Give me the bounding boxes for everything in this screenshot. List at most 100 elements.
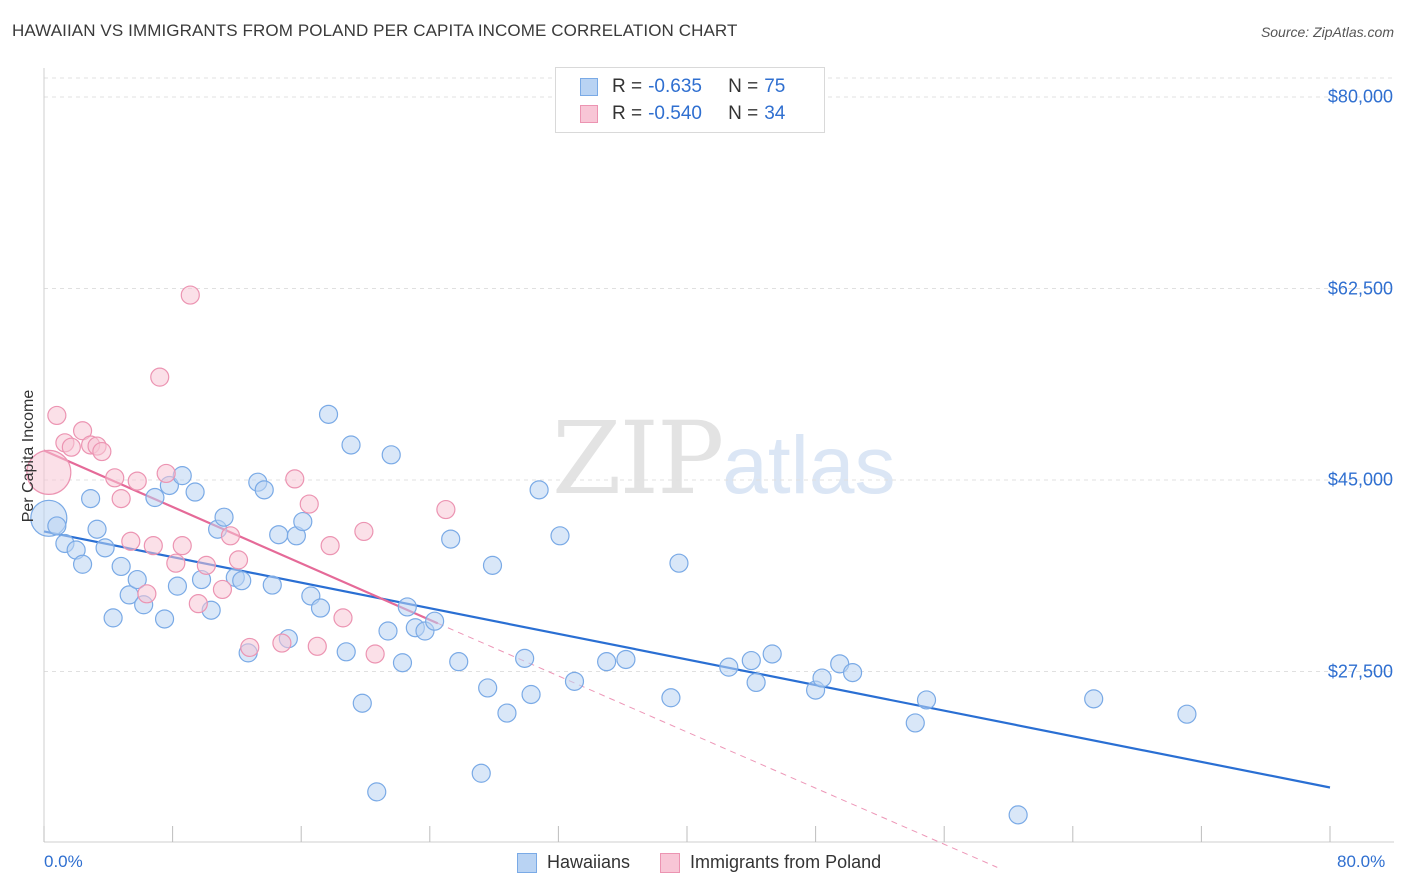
- poland-point: [26, 449, 72, 495]
- poland-point: [150, 367, 170, 387]
- hawaiian-point: [1084, 689, 1104, 709]
- watermark: ZIPatlas: [552, 400, 896, 517]
- poland-point: [228, 550, 249, 570]
- hawaiian-point: [669, 553, 689, 573]
- blue-swatch-icon: [580, 78, 598, 96]
- hawaiian-point: [616, 649, 636, 670]
- poland-point: [220, 526, 241, 546]
- source-label: Source: ZipAtlas.com: [1260, 24, 1394, 40]
- y-tick-label: $45,000: [1327, 469, 1393, 490]
- hawaiian-point: [550, 526, 570, 546]
- pink-swatch-icon: [660, 852, 681, 873]
- hawaiian-point: [145, 487, 165, 508]
- hawaiian-point: [529, 480, 549, 500]
- poland-point: [212, 579, 233, 600]
- poland-point: [92, 441, 112, 462]
- hawaiian-point: [172, 466, 192, 486]
- hawaiian-point: [478, 678, 498, 698]
- legend-item-hawaiians[interactable]: Hawaiians: [517, 852, 630, 873]
- hawaiian-point: [425, 611, 445, 631]
- trendlines: [43, 449, 1331, 868]
- n-value: 75: [764, 76, 786, 97]
- hawaiian-point: [81, 489, 101, 509]
- legend-label: Immigrants from Poland: [690, 852, 882, 872]
- axes: [43, 68, 1394, 843]
- hawaiian-point: [916, 690, 937, 710]
- hawaiian-point: [341, 435, 361, 455]
- blue-swatch-icon: [517, 852, 537, 873]
- hawaiian-point: [905, 713, 925, 733]
- hawaiian-point: [597, 652, 617, 672]
- hawaiian-point: [812, 668, 832, 688]
- x-tick-label-min: 0.0%: [44, 852, 83, 871]
- poland-point: [166, 553, 186, 573]
- hawaiian-point: [214, 507, 234, 527]
- poland-point: [320, 536, 340, 556]
- hawaiian-point: [127, 569, 147, 590]
- hawaiian-point: [515, 648, 535, 668]
- r-value: -0.540: [648, 103, 702, 124]
- hawaiian-point: [762, 644, 782, 664]
- poland-point: [47, 405, 67, 426]
- y-tick-label: $80,000: [1327, 86, 1393, 107]
- legend-row-poland: R = -0.540 N = 34: [580, 101, 785, 127]
- poland-point: [196, 555, 216, 575]
- hawaiian-trendline: [43, 530, 1331, 789]
- hawaiian-point: [521, 684, 541, 705]
- poland-point: [285, 469, 305, 489]
- hawaiian-point: [842, 662, 863, 683]
- x-tick-label-max: 80.0%: [1337, 852, 1386, 871]
- hawaiian-point: [352, 693, 372, 713]
- r-value: -0.635: [648, 76, 702, 97]
- poland-point: [172, 536, 192, 556]
- poland-point: [111, 489, 131, 509]
- y-tick-label: $27,500: [1327, 661, 1393, 681]
- watermark-atlas: atlas: [722, 420, 896, 511]
- data-points: [26, 285, 1197, 825]
- hawaiian-point: [318, 404, 339, 424]
- series-legend: Hawaiians Immigrants from Poland: [517, 852, 911, 873]
- hawaiian-point: [392, 653, 413, 673]
- hawaiian-point: [449, 652, 469, 672]
- poland-point: [121, 531, 141, 551]
- legend-item-poland[interactable]: Immigrants from Poland: [660, 852, 881, 873]
- poland-point: [156, 463, 176, 484]
- hawaiian-point: [336, 642, 356, 662]
- poland-point: [354, 521, 374, 542]
- y-axis-label: Per Capita Income: [20, 389, 37, 523]
- hawaiian-point: [293, 511, 313, 532]
- poland-trendline: [43, 449, 439, 625]
- n-value: 34: [764, 103, 786, 124]
- hawaiian-point: [185, 482, 205, 502]
- chart-title: HAWAIIAN VS IMMIGRANTS FROM POLAND PER C…: [12, 21, 738, 40]
- poland-point: [143, 536, 163, 556]
- poland-point: [240, 637, 260, 658]
- hawaiian-point: [269, 525, 289, 545]
- y-tick-label: $62,500: [1327, 278, 1393, 298]
- hawaiian-point: [397, 597, 417, 617]
- poland-point: [105, 468, 125, 488]
- hawaiian-point: [471, 763, 491, 783]
- poland-point: [436, 499, 456, 520]
- hawaiian-point: [746, 672, 766, 693]
- poland-point: [127, 471, 147, 491]
- poland-point: [365, 644, 385, 664]
- poland-point: [188, 594, 208, 614]
- hawaiian-point: [254, 480, 274, 500]
- poland-point: [333, 608, 353, 628]
- hawaiian-point: [381, 445, 401, 465]
- poland-point: [299, 494, 319, 514]
- hawaiian-point: [95, 538, 115, 558]
- hawaiian-point: [1008, 805, 1028, 825]
- hawaiian-point: [741, 650, 761, 671]
- hawaiian-point: [482, 555, 503, 575]
- r-label: R =: [612, 103, 643, 124]
- hawaiian-point: [441, 529, 461, 549]
- hawaiian-point: [564, 671, 585, 691]
- pink-swatch-icon: [580, 105, 598, 123]
- hawaiian-point: [47, 516, 67, 536]
- hawaiian-point: [87, 519, 107, 539]
- watermark-zip: ZIP: [552, 400, 724, 517]
- hawaiian-point: [497, 703, 517, 723]
